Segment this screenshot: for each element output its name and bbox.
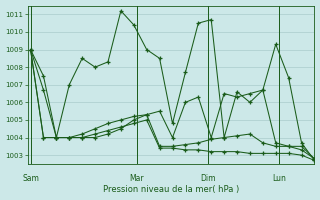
X-axis label: Pression niveau de la mer( hPa ): Pression niveau de la mer( hPa ) — [103, 185, 239, 194]
